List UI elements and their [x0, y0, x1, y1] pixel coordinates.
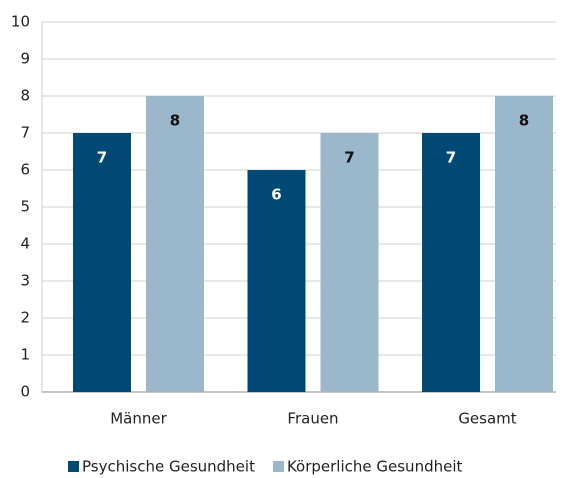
legend-label: Körperliche Gesundheit	[287, 458, 463, 476]
bar	[320, 133, 379, 392]
data-label: 7	[344, 149, 354, 167]
y-tick-label: 0	[20, 383, 30, 401]
y-tick-label: 1	[20, 346, 30, 364]
bar	[422, 133, 480, 392]
bar	[495, 96, 553, 392]
data-label: 8	[519, 112, 529, 130]
x-tick-label: Gesamt	[458, 410, 516, 428]
bar	[247, 170, 306, 392]
data-label: 7	[97, 149, 107, 167]
y-tick-label: 2	[20, 309, 30, 327]
y-tick-label: 10	[11, 13, 30, 31]
data-label: 8	[170, 112, 180, 130]
x-tick-label: Männer	[110, 410, 167, 428]
y-tick-label: 3	[20, 272, 30, 290]
x-tick-label: Frauen	[287, 410, 338, 428]
y-tick-label: 6	[20, 161, 30, 179]
y-tick-label: 8	[20, 87, 30, 105]
y-tick-label: 4	[20, 235, 30, 253]
bar	[73, 133, 131, 392]
bar	[146, 96, 204, 392]
data-label: 7	[446, 149, 456, 167]
legend-swatch	[68, 461, 79, 472]
y-tick-label: 5	[20, 198, 30, 216]
y-tick-label: 7	[20, 124, 30, 142]
y-tick-label: 9	[20, 50, 30, 68]
data-label: 6	[271, 186, 281, 204]
legend-label: Psychische Gesundheit	[82, 458, 255, 476]
legend-swatch	[272, 461, 284, 472]
